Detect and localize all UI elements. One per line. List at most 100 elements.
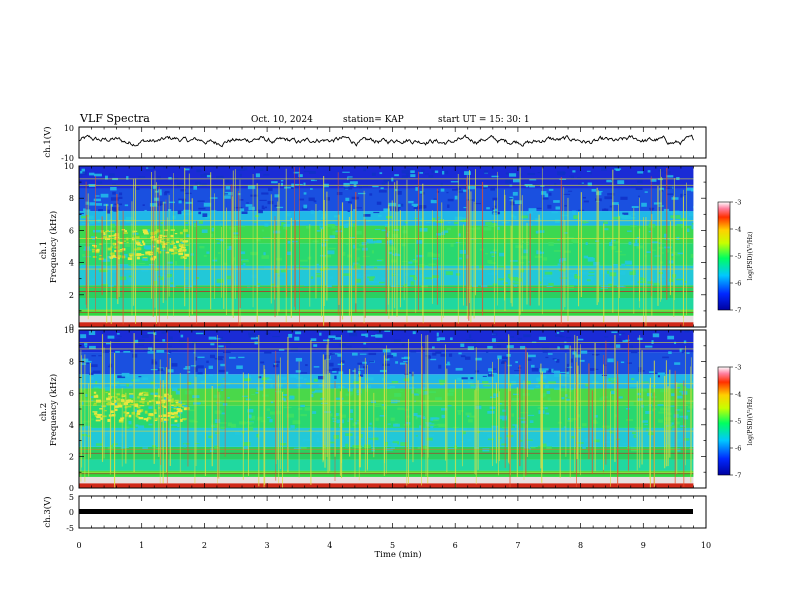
texture-cell — [395, 252, 398, 255]
texture-cell — [142, 242, 146, 246]
texture-cell — [674, 362, 681, 365]
texture-cell — [418, 279, 425, 282]
texture-cell — [600, 269, 608, 274]
texture-cell — [497, 226, 500, 230]
texture-cell — [259, 199, 267, 201]
texture-cell — [351, 223, 356, 227]
texture-cell — [622, 212, 629, 215]
texture-cell — [574, 275, 581, 279]
texture-cell — [243, 446, 249, 450]
texture-cell — [569, 175, 572, 177]
texture-cell — [552, 370, 561, 374]
texture-cell — [460, 355, 466, 358]
texture-cell — [438, 337, 446, 341]
texture-cell — [548, 188, 554, 191]
texture-cell — [245, 204, 253, 207]
texture-cell — [641, 202, 647, 207]
texture-cell — [241, 211, 248, 214]
texture-cell — [568, 190, 573, 192]
texture-cell — [541, 443, 547, 448]
texture-cell — [250, 274, 259, 278]
texture-cell — [127, 257, 133, 261]
texture-cell — [126, 426, 130, 429]
texture-cell — [545, 356, 549, 359]
texture-cell — [180, 334, 184, 338]
texture-cell — [548, 192, 552, 196]
texture-cell — [617, 338, 622, 342]
texture-cell — [336, 413, 342, 417]
texture-cell — [270, 384, 273, 388]
no-data-region — [693, 166, 706, 327]
texture-cell — [226, 246, 229, 249]
texture-cell — [308, 171, 316, 174]
texture-cell — [546, 446, 552, 450]
texture-cell — [474, 446, 480, 449]
texture-cell — [272, 335, 280, 338]
texture-cell — [542, 349, 548, 353]
texture-cell — [128, 253, 134, 257]
texture-cell — [649, 207, 655, 210]
texture-cell — [591, 436, 595, 440]
texture-cell — [645, 428, 649, 432]
x-tick-label: 5 — [390, 541, 395, 550]
texture-cell — [648, 371, 655, 374]
ch3-ytick-bottom: -5 — [66, 524, 74, 533]
no-data-region — [693, 330, 706, 488]
texture-cell — [242, 259, 249, 262]
texture-cell — [124, 204, 129, 207]
texture-cell — [110, 246, 114, 248]
texture-cell — [229, 356, 236, 359]
texture-cell — [627, 230, 632, 232]
texture-cell — [601, 374, 608, 376]
texture-cell — [386, 355, 389, 359]
texture-cell — [174, 261, 178, 265]
texture-cell — [548, 282, 554, 287]
texture-cell — [183, 407, 187, 411]
texture-cell — [586, 279, 591, 282]
texture-cell — [625, 262, 632, 265]
texture-cell — [424, 173, 430, 175]
texture-cell — [193, 402, 201, 405]
texture-cell — [634, 427, 643, 430]
texture-cell — [117, 256, 120, 260]
texture-cell — [110, 203, 113, 207]
texture-cell — [111, 402, 115, 406]
ch1-waveform-panel: 10 -10 ch.1(V) — [42, 124, 707, 163]
texture-cell — [302, 440, 305, 442]
texture-cell — [134, 339, 139, 344]
texture-cell — [559, 345, 567, 347]
texture-cell — [349, 181, 358, 185]
texture-cell — [95, 203, 103, 206]
texture-cell — [571, 239, 578, 242]
texture-cell — [153, 404, 157, 407]
texture-cell — [165, 251, 170, 254]
texture-cell — [587, 182, 592, 187]
texture-cell — [143, 229, 148, 233]
texture-cell — [92, 404, 97, 406]
texture-cell — [172, 387, 178, 392]
texture-cell — [109, 173, 115, 177]
x-tick-label: 3 — [265, 541, 270, 550]
texture-cell — [224, 195, 231, 199]
texture-cell — [146, 402, 150, 405]
texture-cell — [358, 374, 364, 377]
texture-cell — [374, 437, 379, 441]
texture-cell — [95, 443, 103, 446]
texture-cell — [410, 170, 415, 174]
texture-cell — [311, 391, 315, 394]
ch1-waveform-line — [79, 134, 694, 148]
texture-cell — [287, 240, 291, 244]
texture-cell — [582, 446, 586, 450]
texture-cell — [552, 358, 557, 360]
texture-cell — [343, 401, 351, 404]
y-tick-label: 2 — [69, 452, 74, 461]
texture-cell — [172, 349, 178, 352]
texture-cell — [622, 340, 629, 342]
texture-cell — [563, 232, 568, 234]
texture-cell — [158, 251, 162, 254]
texture-cell — [600, 343, 605, 346]
texture-cell — [113, 236, 117, 238]
texture-cell — [382, 363, 390, 367]
texture-cell — [308, 197, 315, 202]
texture-cell — [559, 371, 566, 374]
